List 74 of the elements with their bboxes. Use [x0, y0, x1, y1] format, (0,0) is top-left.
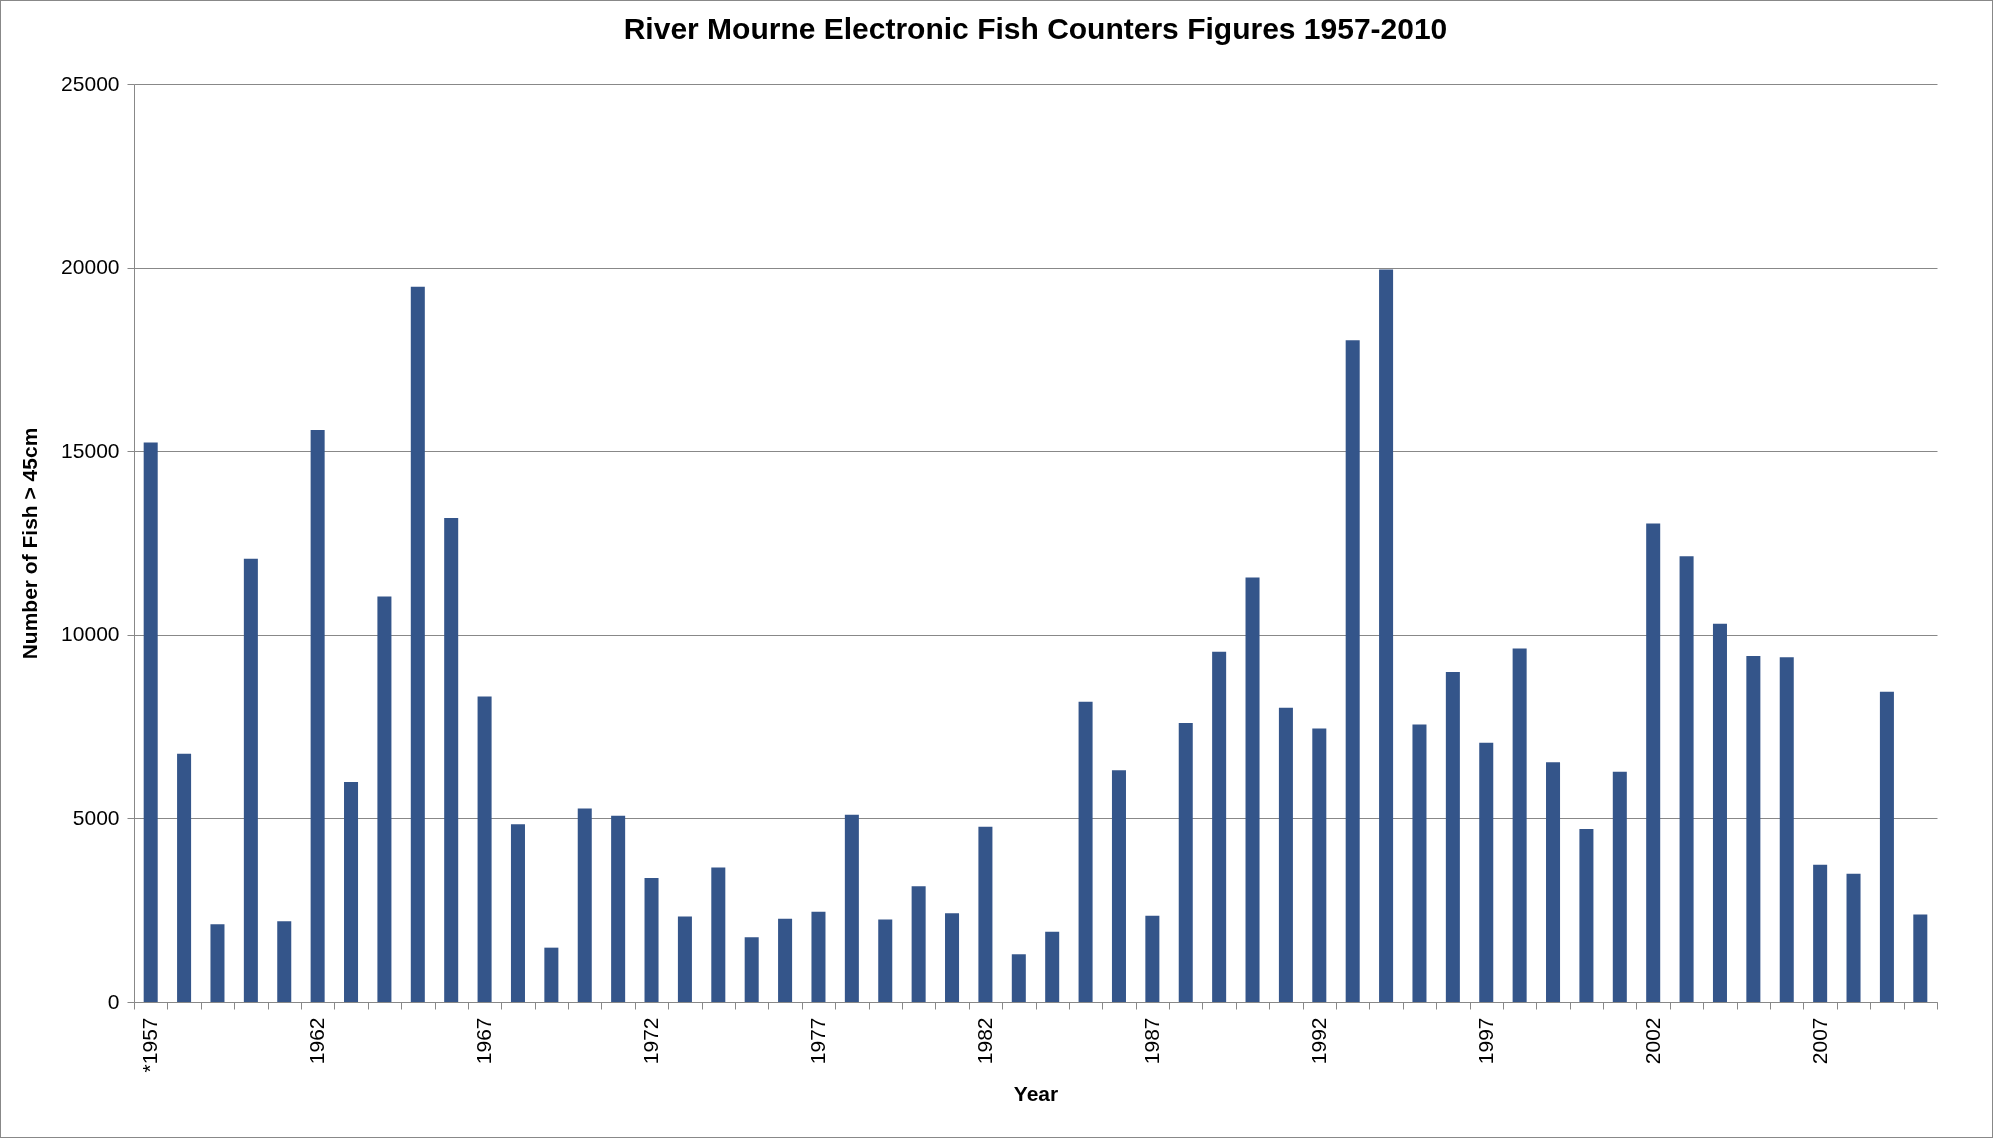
bar — [1245, 577, 1260, 1002]
y-tick-label: 0 — [107, 989, 120, 1013]
bar — [277, 921, 292, 1002]
bar — [1579, 829, 1594, 1002]
bar — [1379, 269, 1394, 1002]
bar — [1078, 701, 1093, 1002]
y-tick-label: 5000 — [72, 805, 120, 829]
x-tick-label: 2002 — [1640, 1017, 1664, 1065]
bar — [1712, 623, 1727, 1002]
bar — [510, 824, 525, 1002]
bar — [1445, 671, 1460, 1002]
bar — [1846, 873, 1861, 1002]
y-tick-label: 15000 — [61, 438, 120, 462]
x-tick-label: 1992 — [1306, 1017, 1330, 1065]
y-tick-label: 10000 — [61, 622, 120, 646]
bar — [1479, 742, 1494, 1002]
x-axis-title: Year — [1013, 1082, 1059, 1106]
bar — [410, 286, 425, 1002]
bar — [1045, 931, 1060, 1002]
bar — [1612, 771, 1627, 1002]
bar — [1178, 722, 1193, 1002]
bar — [1879, 691, 1894, 1002]
x-tick-label: 1982 — [972, 1017, 996, 1065]
bar — [1679, 556, 1694, 1002]
bar — [1212, 651, 1227, 1002]
bar — [1779, 657, 1794, 1002]
bar — [477, 696, 492, 1002]
bar — [911, 886, 926, 1002]
bar — [1646, 523, 1661, 1002]
bar — [644, 877, 659, 1002]
bar — [711, 867, 726, 1002]
x-tick-label: 1987 — [1139, 1017, 1163, 1065]
chart-title: River Mourne Electronic Fish Counters Figures 1957-2010 — [623, 12, 1448, 45]
bar — [677, 916, 692, 1002]
bar — [878, 919, 893, 1002]
bar — [243, 558, 258, 1002]
x-tick-label: 2007 — [1807, 1017, 1831, 1065]
bar — [177, 753, 192, 1002]
x-tick-label: 1977 — [805, 1017, 829, 1065]
x-tick-label: 1972 — [639, 1017, 663, 1065]
bar — [344, 782, 359, 1002]
bar — [210, 924, 225, 1002]
bar — [143, 442, 158, 1002]
bar — [744, 937, 759, 1002]
bar — [778, 918, 793, 1002]
bar — [1412, 724, 1427, 1002]
y-tick-label: 25000 — [61, 71, 120, 95]
bar — [1345, 340, 1360, 1002]
bar — [611, 815, 626, 1002]
bar — [577, 808, 592, 1002]
bar — [1813, 864, 1828, 1002]
y-tick-label: 20000 — [61, 255, 120, 279]
bar — [544, 947, 559, 1002]
x-tick-label: 1997 — [1473, 1017, 1497, 1065]
bar — [377, 596, 392, 1002]
bar — [945, 913, 960, 1002]
x-tick-label: *1957 — [138, 1017, 162, 1073]
bar — [1312, 728, 1327, 1002]
x-tick-label: 1967 — [472, 1017, 496, 1065]
bar — [444, 518, 459, 1002]
bar — [811, 911, 826, 1002]
bar — [978, 826, 993, 1002]
bar — [1512, 648, 1527, 1002]
bar — [1011, 954, 1026, 1002]
bar — [1746, 656, 1761, 1002]
bar — [844, 814, 859, 1002]
y-axis-title: Number of Fish > 45cm — [18, 427, 42, 660]
bar — [1145, 915, 1160, 1002]
bar — [1111, 770, 1126, 1002]
x-tick-label: 1962 — [305, 1017, 329, 1065]
bar — [1546, 762, 1561, 1002]
bar — [1278, 707, 1293, 1002]
bar — [1913, 914, 1928, 1002]
bar — [310, 429, 325, 1002]
